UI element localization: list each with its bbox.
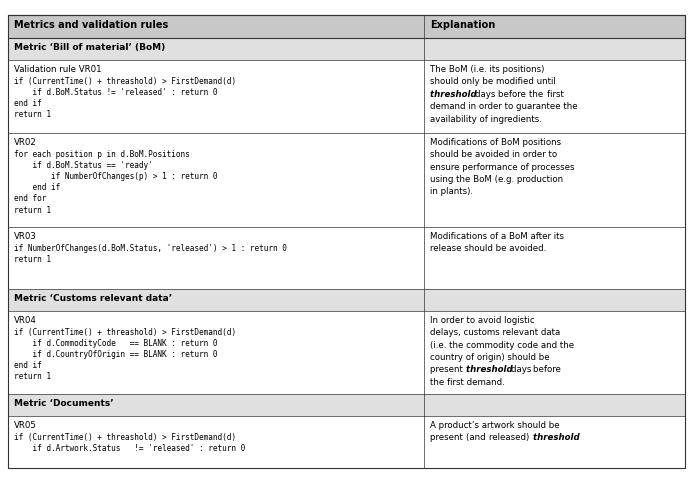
Text: released): released) bbox=[489, 432, 532, 441]
Text: before: before bbox=[534, 365, 564, 374]
Text: VR05: VR05 bbox=[14, 420, 37, 429]
Text: Validation rule VR01: Validation rule VR01 bbox=[14, 64, 102, 74]
Text: present: present bbox=[430, 365, 466, 374]
Text: VR02: VR02 bbox=[14, 137, 37, 146]
Bar bbox=[8, 133, 685, 227]
Text: (i.e. the commodity code and the: (i.e. the commodity code and the bbox=[430, 340, 574, 349]
Text: days: days bbox=[511, 365, 534, 374]
Text: the first demand.: the first demand. bbox=[430, 377, 505, 386]
Text: delays, customs relevant data: delays, customs relevant data bbox=[430, 327, 561, 336]
Bar bbox=[8, 227, 685, 289]
Bar bbox=[8, 16, 685, 39]
Text: threshold: threshold bbox=[430, 90, 480, 98]
Text: days: days bbox=[475, 90, 498, 98]
Text: Metrics and validation rules: Metrics and validation rules bbox=[14, 20, 168, 30]
Text: the: the bbox=[529, 90, 546, 98]
Text: for each position p in d.BoM.Positions
    if d.BoM.Status == 'ready'
        if: for each position p in d.BoM.Positions i… bbox=[14, 150, 218, 214]
Text: Modifications of a BoM after its: Modifications of a BoM after its bbox=[430, 231, 564, 240]
Text: ensure performance of processes: ensure performance of processes bbox=[430, 162, 575, 171]
Text: if (CurrentTime() + threashold) > FirstDemand(d)
    if d.CommodityCode   == BLA: if (CurrentTime() + threashold) > FirstD… bbox=[14, 327, 236, 380]
Text: VR03: VR03 bbox=[14, 231, 37, 240]
Text: A product’s artwork should be: A product’s artwork should be bbox=[430, 420, 560, 429]
Text: threshold: threshold bbox=[466, 365, 516, 374]
Bar bbox=[8, 311, 685, 394]
Text: should only be modified until: should only be modified until bbox=[430, 77, 556, 86]
Text: Metric ‘Customs relevant data’: Metric ‘Customs relevant data’ bbox=[14, 293, 172, 302]
Text: if NumberOfChanges(d.BoM.Status, 'released') > 1 : return 0
return 1: if NumberOfChanges(d.BoM.Status, 'releas… bbox=[14, 243, 287, 264]
Text: using the BoM (e.g. production: using the BoM (e.g. production bbox=[430, 175, 563, 183]
Text: in plants).: in plants). bbox=[430, 187, 473, 196]
Text: Metric ‘Bill of material’ (BoM): Metric ‘Bill of material’ (BoM) bbox=[14, 43, 165, 52]
Bar bbox=[8, 60, 685, 133]
Text: (and: (and bbox=[466, 432, 489, 441]
Text: country of origin) should be: country of origin) should be bbox=[430, 352, 550, 361]
Text: present: present bbox=[430, 432, 466, 441]
Text: The BoM (i.e. its positions): The BoM (i.e. its positions) bbox=[430, 64, 545, 74]
Text: availability of ingredients.: availability of ingredients. bbox=[430, 114, 542, 123]
Text: Modifications of BoM positions: Modifications of BoM positions bbox=[430, 137, 561, 146]
Text: Explanation: Explanation bbox=[430, 20, 495, 30]
Text: release should be avoided.: release should be avoided. bbox=[430, 243, 547, 253]
Text: before: before bbox=[498, 90, 528, 98]
Text: threshold: threshold bbox=[534, 432, 583, 441]
Text: should be avoided in order to: should be avoided in order to bbox=[430, 150, 557, 159]
Bar bbox=[8, 289, 685, 311]
Text: In order to avoid logistic: In order to avoid logistic bbox=[430, 315, 535, 324]
Text: if (CurrentTime() + threashold) > FirstDemand(d)
    if d.Artwork.Status   != 'r: if (CurrentTime() + threashold) > FirstD… bbox=[14, 432, 245, 452]
Text: Metric ‘Documents’: Metric ‘Documents’ bbox=[14, 398, 114, 407]
Text: VR04: VR04 bbox=[14, 315, 37, 324]
Bar bbox=[8, 394, 685, 416]
Text: if (CurrentTime() + threashold) > FirstDemand(d)
    if d.BoM.Status != 'release: if (CurrentTime() + threashold) > FirstD… bbox=[14, 77, 236, 119]
Bar bbox=[8, 416, 685, 468]
Bar bbox=[8, 39, 685, 60]
Text: first: first bbox=[547, 90, 566, 98]
Text: demand in order to guarantee the: demand in order to guarantee the bbox=[430, 102, 578, 111]
